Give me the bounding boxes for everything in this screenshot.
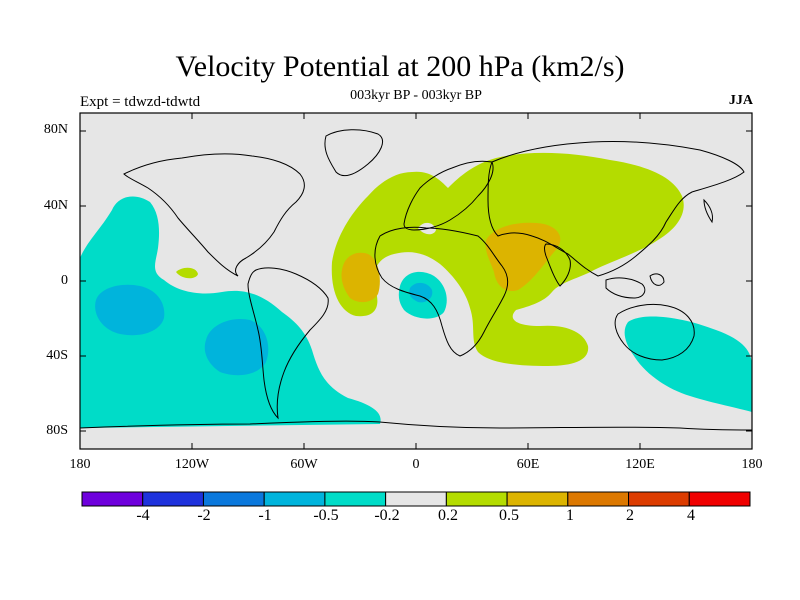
colorbar-label: 2 (626, 507, 634, 524)
colorbar-swatch (202, 491, 265, 507)
colorbar-swatch (142, 491, 204, 507)
contour-neg-gulf-guinea (409, 282, 433, 303)
colorbar-swatch (628, 491, 690, 507)
colorbar-label: 1 (566, 507, 574, 524)
lon-label-60e: 60E (516, 457, 540, 472)
colorbar-swatch (385, 491, 447, 507)
contour-neg-east-pacific (204, 318, 269, 376)
map-title: Velocity Potential at 200 hPa (km2/s) (175, 50, 625, 83)
colorbar-swatch (567, 491, 630, 507)
colorbar-label: -0.5 (313, 507, 339, 524)
lon-label-180e: 180 (741, 457, 763, 472)
lon-label-180w: 180 (69, 457, 91, 472)
coast-australia (614, 303, 695, 361)
colorbar-swatch (506, 491, 569, 507)
colorbar-swatch (324, 491, 387, 507)
colorbar-label: 0.2 (438, 507, 458, 524)
experiment-label: Expt = tdwzd-tdwtd (80, 94, 201, 110)
coast-india (544, 243, 571, 287)
contour-pos-west-africa (341, 252, 380, 303)
season-label: JJA (728, 93, 753, 108)
colorbar-label: -0.2 (374, 507, 400, 524)
coast-maritime-continent (605, 273, 665, 299)
colorbar-swatch (688, 491, 751, 507)
map-subtitle: 003kyr BP - 003kyr BP (350, 88, 482, 103)
coast-north-america (123, 153, 305, 277)
lon-label-120w: 120W (174, 457, 210, 472)
contour-neg-south-indian (624, 316, 752, 412)
contour-pos-small-pacific (176, 267, 198, 279)
colorbar-label: -1 (258, 507, 272, 524)
lon-label-0: 0 (412, 457, 420, 472)
coast-europe (403, 160, 494, 231)
colorbar (81, 491, 751, 507)
colorbar-label: 4 (687, 507, 695, 524)
lon-label-60w: 60W (290, 457, 318, 472)
lat-label-0: 0 (61, 273, 68, 288)
axis-ticks (79, 113, 753, 449)
lat-label-40n: 40N (43, 198, 68, 213)
coast-greenland (324, 129, 383, 177)
lat-label-80n: 80N (43, 122, 68, 137)
colorbar-swatch (445, 491, 508, 507)
colorbar-swatch (81, 491, 144, 507)
colorbar-label: -2 (197, 507, 211, 524)
coast-south-america (247, 267, 329, 420)
contour-neg-pacific (80, 196, 381, 428)
lon-label-120e: 120E (625, 457, 655, 472)
lat-label-80s: 80S (46, 423, 68, 438)
coastlines (80, 129, 752, 431)
colorbar-swatch (263, 491, 326, 507)
colorbar-label: 0.5 (499, 507, 519, 524)
lat-label-40s: 40S (46, 348, 68, 363)
coast-africa (374, 226, 509, 357)
coast-japan (703, 198, 713, 224)
coast-antarctica (80, 420, 752, 431)
coast-asia (487, 140, 745, 277)
contour-neg-central-pacific (95, 284, 165, 336)
colorbar-label: -4 (136, 507, 150, 524)
